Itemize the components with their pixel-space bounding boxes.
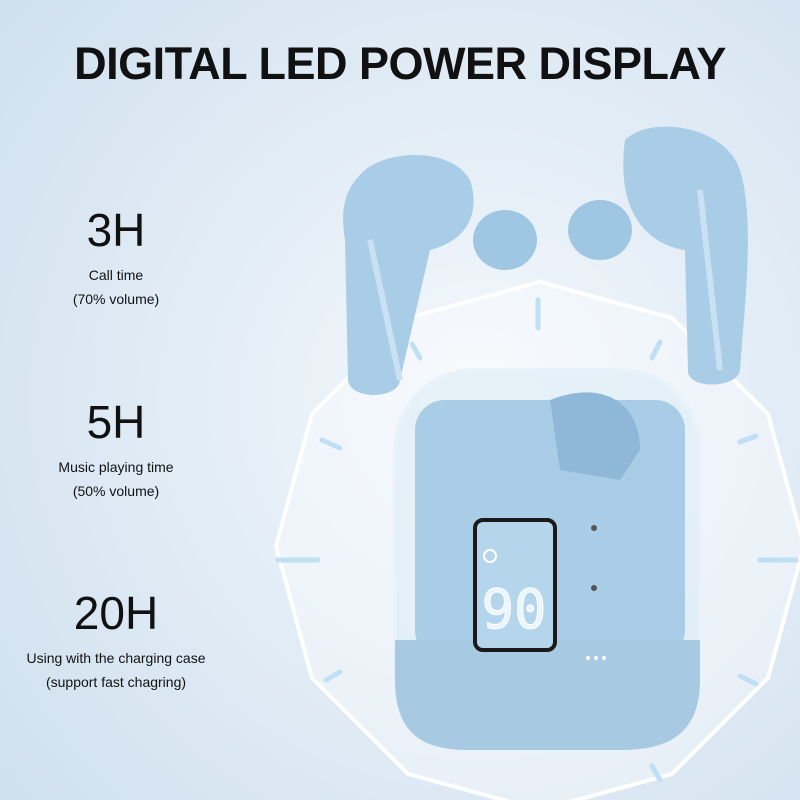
stat-value: 5H (86, 396, 146, 448)
stat-music-time: 5H Music playing time (50% volume) (0, 397, 232, 503)
stat-label: Music playing time (50% volume) (58, 459, 174, 499)
stat-value: 20H (73, 587, 159, 639)
headline: DIGITAL LED POWER DISPLAY (74, 38, 726, 89)
stat-label: Call time (70% volume) (72, 267, 160, 307)
battery-percent: 90 (481, 578, 546, 641)
stat-value: 3H (86, 204, 146, 256)
clock-ticks (275, 297, 799, 783)
charging-case: 90 (393, 368, 702, 752)
stat-case-time: 20H Using with the charging case (support… (0, 588, 232, 694)
stat-label: Using with the charging case (support fas… (26, 650, 206, 690)
stat-call-time: 3H Call time (70% volume) (0, 205, 232, 311)
left-earbud (343, 155, 537, 395)
right-earbud (568, 126, 748, 385)
